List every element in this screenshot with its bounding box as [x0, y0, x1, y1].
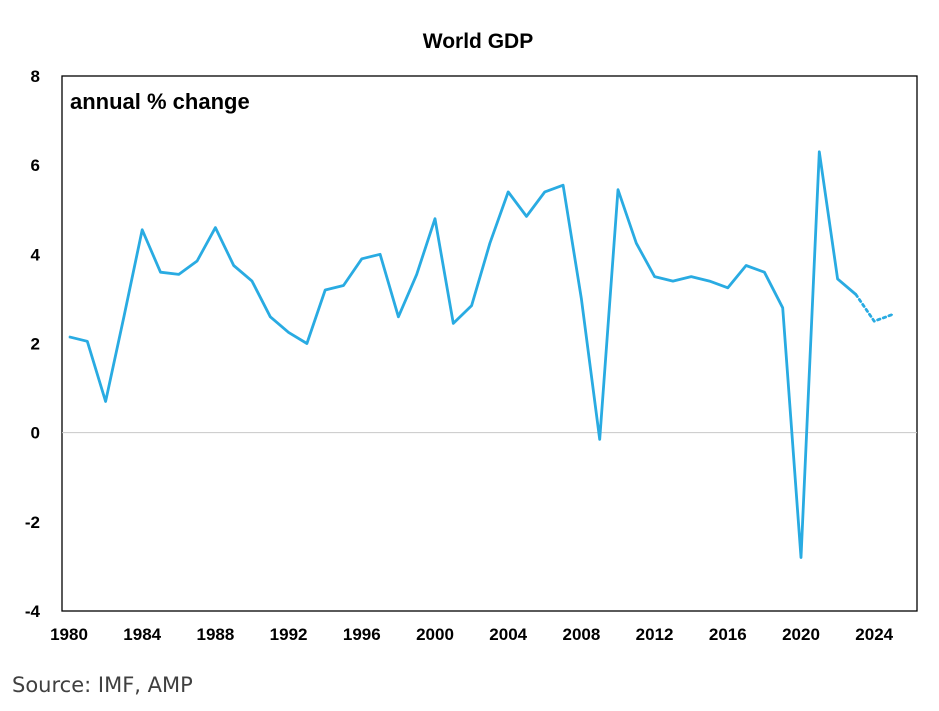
x-tick-label: 2008	[562, 625, 600, 644]
data-point	[544, 191, 546, 193]
data-point	[324, 289, 326, 291]
y-tick-label: -2	[25, 513, 40, 532]
data-point	[727, 287, 729, 289]
data-point	[709, 280, 710, 282]
data-point	[745, 264, 747, 266]
data-point	[818, 151, 820, 153]
data-point	[68, 336, 70, 338]
x-tick-label: 2016	[709, 625, 747, 644]
x-tick-label: 1980	[50, 625, 88, 644]
data-point	[654, 276, 656, 278]
x-tick-label: 1992	[270, 625, 308, 644]
data-point	[526, 215, 527, 217]
data-point	[160, 271, 161, 273]
x-axis-ticks: 1980 1984 1988 1992 1996 2000 2004 2008 2012 2016…	[50, 625, 894, 644]
x-tick-label: 2020	[782, 625, 820, 644]
data-point	[599, 438, 601, 440]
data-point	[892, 314, 893, 316]
data-point	[178, 273, 180, 275]
x-tick-label: 2012	[636, 625, 674, 644]
data-point	[397, 316, 399, 318]
x-tick-label: 2000	[416, 625, 454, 644]
data-point	[269, 316, 271, 318]
data-point	[672, 280, 674, 282]
data-point	[471, 305, 473, 307]
annotation-label: annual % change	[70, 89, 250, 114]
data-point	[343, 285, 344, 287]
x-tick-label: 1984	[123, 625, 161, 644]
y-tick-label: -4	[25, 602, 41, 621]
data-point	[837, 278, 839, 280]
y-tick-label: 2	[31, 335, 40, 354]
data-point	[196, 260, 198, 262]
data-point	[361, 258, 363, 260]
data-point	[233, 264, 235, 266]
x-tick-label: 1996	[343, 625, 381, 644]
data-point	[434, 218, 436, 220]
data-point	[86, 340, 88, 342]
data-point	[690, 276, 692, 278]
y-tick-label: 8	[31, 67, 40, 86]
data-point	[416, 273, 418, 275]
gdp-series	[68, 150, 894, 559]
data-point	[635, 242, 637, 244]
y-tick-label: 0	[31, 424, 40, 443]
plot-area-frame	[61, 75, 918, 612]
chart-title: World GDP	[423, 30, 533, 53]
y-axis-ticks: -4 -2 0 2 4 6 8	[25, 67, 41, 621]
x-tick-label: 2024	[855, 625, 893, 644]
data-point	[306, 343, 308, 344]
data-point	[379, 253, 381, 255]
data-point	[562, 184, 564, 186]
data-point	[214, 227, 216, 229]
data-point	[105, 400, 107, 402]
data-point	[782, 307, 784, 309]
data-point	[800, 557, 802, 558]
x-tick-label: 1988	[196, 625, 234, 644]
data-point	[617, 189, 619, 191]
data-point	[251, 280, 253, 282]
data-point	[855, 293, 857, 295]
data-point	[288, 331, 290, 333]
actual-series-line	[68, 150, 857, 559]
y-tick-label: 4	[31, 245, 41, 264]
data-point	[123, 316, 125, 318]
source-note: Source: IMF, AMP	[12, 673, 193, 697]
forecast-series-line	[854, 293, 894, 323]
data-point	[763, 271, 765, 273]
data-point	[452, 322, 454, 324]
y-tick-label: 6	[31, 156, 40, 175]
data-point	[507, 191, 509, 193]
data-point	[873, 320, 875, 322]
data-point	[141, 229, 143, 231]
data-point	[489, 242, 491, 244]
x-tick-label: 2004	[489, 625, 527, 644]
data-point	[580, 298, 582, 300]
